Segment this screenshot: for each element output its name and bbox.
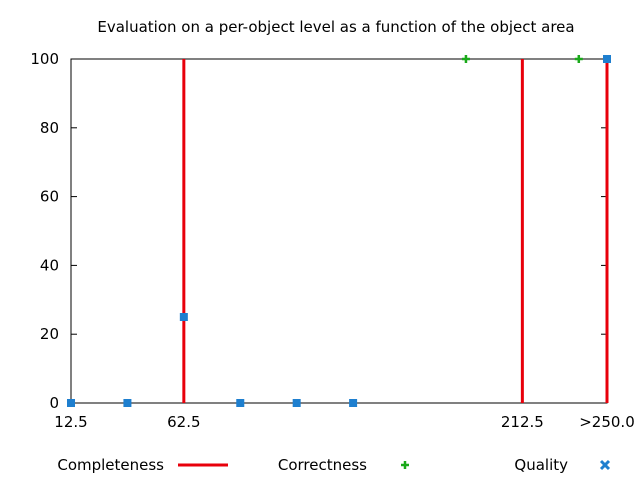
legend-label-quality: Quality	[514, 456, 568, 474]
x-axis: 12.5 62.5 212.5 >250.0	[54, 59, 635, 431]
correctness-point-1	[574, 55, 583, 63]
x-tick-label-1: 62.5	[167, 413, 200, 431]
quality-point-5	[349, 399, 358, 407]
quality-point-0	[67, 399, 75, 407]
x-tick-label-2: 212.5	[501, 413, 544, 431]
y-tick-label-1: 20	[40, 325, 59, 343]
quality-point-6	[603, 55, 611, 63]
legend-label-completeness: Completeness	[57, 456, 164, 474]
quality-point-3	[236, 399, 245, 407]
quality-point-1	[123, 399, 132, 407]
chart-title: Evaluation on a per-object level as a fu…	[97, 18, 574, 36]
quality-point-4	[292, 399, 301, 407]
legend-symbol-quality	[599, 459, 611, 471]
x-tick-label-0: 12.5	[54, 413, 87, 431]
y-tick-label-3: 60	[40, 188, 59, 206]
legend-label-correctness: Correctness	[278, 456, 367, 474]
legend-symbol-correctness	[401, 461, 409, 469]
y-tick-label-0: 0	[49, 394, 59, 412]
y-tick-label-2: 40	[40, 256, 59, 274]
plot-marks	[67, 55, 611, 407]
correctness-point-0	[461, 55, 470, 63]
y-tick-label-4: 80	[40, 119, 59, 137]
y-axis: 0 20 40 60 80 100	[30, 50, 607, 412]
y-tick-label-5: 100	[30, 50, 59, 68]
x-tick-label-3: >250.0	[579, 413, 635, 431]
quality-point-2	[179, 313, 188, 321]
legend: Completeness Correctness Quality	[57, 456, 611, 474]
plot-frame	[70, 58, 608, 404]
